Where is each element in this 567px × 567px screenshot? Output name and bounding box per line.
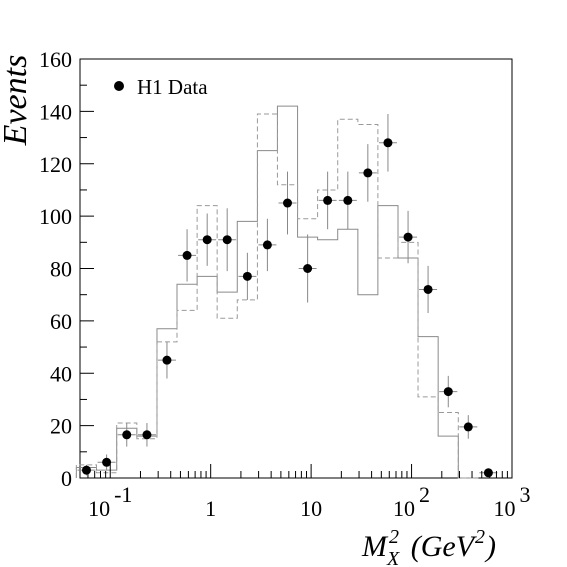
data-point	[278, 171, 297, 235]
x-tick-label: 1	[205, 496, 216, 521]
data-marker	[122, 430, 132, 440]
data-point	[157, 341, 176, 379]
data-marker	[363, 168, 373, 178]
plot-area-border	[79, 58, 513, 479]
mc-histograms	[75, 105, 479, 479]
legend: H1 Data	[114, 75, 208, 99]
y-tick-label: 160	[39, 47, 72, 72]
y-axis-title: Events	[0, 55, 34, 147]
legend-marker-h1-data	[114, 81, 124, 91]
data-marker	[262, 240, 272, 250]
data-point	[459, 415, 478, 439]
data-marker	[162, 355, 172, 365]
plot-frame	[79, 58, 513, 479]
y-tick-label: 100	[39, 204, 72, 229]
data-point	[97, 454, 116, 471]
data-marker	[222, 235, 232, 245]
data-marker	[403, 232, 413, 242]
data-point	[419, 265, 438, 314]
data-marker	[283, 198, 293, 208]
data-point	[137, 423, 156, 447]
axis-ticks: 0 20 40 60 80 100 120 140 160 10-1 1 10 102 103	[39, 47, 531, 521]
data-point	[77, 464, 96, 476]
data-marker	[202, 235, 212, 245]
data-point	[218, 208, 237, 272]
data-marker	[242, 271, 252, 281]
data-marker	[343, 195, 353, 205]
data-marker	[182, 250, 192, 260]
x-tick-label: 102	[393, 482, 430, 521]
y-tick-label: 120	[39, 152, 72, 177]
data-point	[238, 252, 257, 300]
data-point	[117, 423, 136, 447]
data-marker	[383, 138, 393, 148]
data-point	[358, 144, 377, 202]
y-tick-label: 140	[39, 99, 72, 124]
data-point	[318, 171, 337, 230]
data-point	[298, 234, 317, 303]
legend-label-h1-data: H1 Data	[137, 75, 208, 99]
data-marker	[483, 468, 493, 478]
data-marker	[423, 284, 433, 294]
x-tick-label: 10-1	[88, 482, 132, 521]
x-tick-label: 103	[494, 482, 531, 521]
y-tick-label: 40	[50, 361, 72, 386]
data-points	[77, 113, 498, 478]
data-marker	[323, 195, 333, 205]
data-point	[439, 375, 458, 408]
histogram-dashed	[75, 113, 479, 479]
data-point	[338, 171, 357, 230]
data-marker	[463, 422, 473, 432]
data-point	[479, 468, 498, 478]
y-axis-title-group: Events	[0, 55, 34, 147]
y-tick-label: 60	[50, 309, 72, 334]
data-point	[178, 229, 197, 282]
data-point	[198, 213, 217, 266]
data-marker	[303, 264, 313, 273]
data-point	[378, 113, 397, 172]
y-tick-label: 0	[61, 466, 72, 491]
x-tick-label: 10	[300, 496, 322, 521]
y-tick-label: 80	[50, 257, 72, 282]
y-tick-label: 20	[50, 414, 72, 439]
data-marker	[142, 430, 152, 440]
data-point	[258, 218, 277, 272]
data-marker	[443, 387, 453, 397]
data-point	[399, 210, 418, 264]
data-marker	[102, 457, 112, 467]
data-marker	[81, 465, 91, 475]
